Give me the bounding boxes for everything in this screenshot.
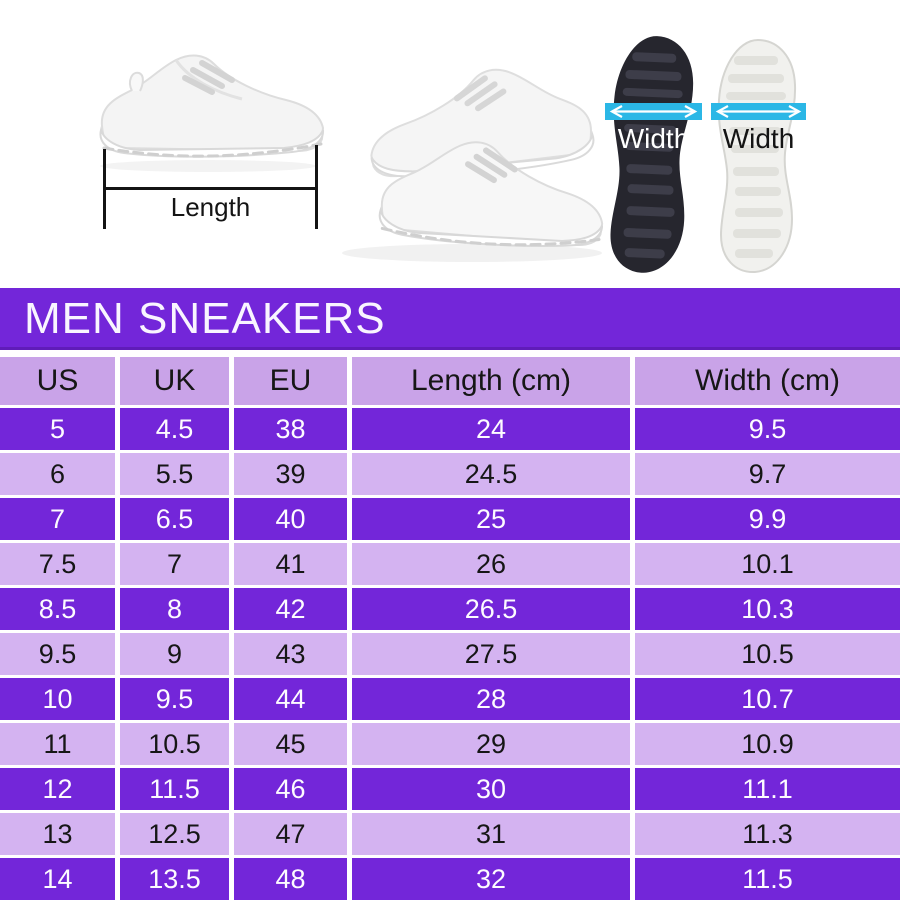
table-cell: 9.9 bbox=[635, 498, 900, 540]
table-cell: 11 bbox=[0, 723, 115, 765]
table-cell: 11.5 bbox=[120, 768, 229, 810]
table-cell: 7 bbox=[120, 543, 229, 585]
page-title: MEN SNEAKERS bbox=[24, 294, 386, 343]
table-cell: 11.1 bbox=[635, 768, 900, 810]
table-cell: 10.5 bbox=[120, 723, 229, 765]
table-cell: 30 bbox=[352, 768, 630, 810]
table-cell: 6.5 bbox=[120, 498, 229, 540]
table-cell: 11.3 bbox=[635, 813, 900, 855]
table-cell: 27.5 bbox=[352, 633, 630, 675]
table-cell: 10.1 bbox=[635, 543, 900, 585]
width-label-white-sole: Width bbox=[722, 123, 795, 154]
table-cell: 39 bbox=[234, 453, 347, 495]
table-cell: 10.9 bbox=[635, 723, 900, 765]
table-cell: 47 bbox=[234, 813, 347, 855]
table-cell: 8 bbox=[120, 588, 229, 630]
table-cell: 26.5 bbox=[352, 588, 630, 630]
table-cell: 46 bbox=[234, 768, 347, 810]
table-cell: 28 bbox=[352, 678, 630, 720]
table-cell: 45 bbox=[234, 723, 347, 765]
table-cell: 6 bbox=[0, 453, 115, 495]
table-cell: 32 bbox=[352, 858, 630, 900]
black-sole-photo bbox=[610, 36, 694, 273]
table-cell: 42 bbox=[234, 588, 347, 630]
table-cell: 5 bbox=[0, 408, 115, 450]
table-cell: 26 bbox=[352, 543, 630, 585]
table-cell: 25 bbox=[352, 498, 630, 540]
measurement-diagram: Length bbox=[0, 0, 900, 288]
table-cell: 43 bbox=[234, 633, 347, 675]
table-cell: 38 bbox=[234, 408, 347, 450]
white-sole-photo bbox=[717, 38, 797, 274]
table-cell: 10.7 bbox=[635, 678, 900, 720]
width-label-black-sole: Width bbox=[617, 123, 690, 154]
table-cell: 12 bbox=[0, 768, 115, 810]
table-cell: 9.7 bbox=[635, 453, 900, 495]
table-cell: 12.5 bbox=[120, 813, 229, 855]
table-cell: 29 bbox=[352, 723, 630, 765]
table-cell: 41 bbox=[234, 543, 347, 585]
table-cell: 8.5 bbox=[0, 588, 115, 630]
table-cell: 13 bbox=[0, 813, 115, 855]
table-cell: 31 bbox=[352, 813, 630, 855]
sneaker-pair-photo bbox=[342, 68, 604, 262]
table-cell: 44 bbox=[234, 678, 347, 720]
table-cell: 11.5 bbox=[635, 858, 900, 900]
table-cell: 24.5 bbox=[352, 453, 630, 495]
length-label: Length bbox=[170, 192, 251, 222]
table-cell: 7.5 bbox=[0, 543, 115, 585]
column-header-uk: UK bbox=[120, 357, 229, 405]
table-cell: 4.5 bbox=[120, 408, 229, 450]
table-cell: 24 bbox=[352, 408, 630, 450]
table-title-banner: MEN SNEAKERS bbox=[0, 288, 900, 350]
table-cell: 9.5 bbox=[0, 633, 115, 675]
table-cell: 9 bbox=[120, 633, 229, 675]
column-header-eu: EU bbox=[234, 357, 347, 405]
width-arrow-black-sole bbox=[605, 103, 702, 120]
width-arrow-white-sole bbox=[711, 103, 806, 120]
table-cell: 5.5 bbox=[120, 453, 229, 495]
size-table: US UK EU Length (cm) Width (cm) 5 4.5 38 24… bbox=[0, 357, 900, 900]
sneaker-side-photo bbox=[99, 54, 325, 172]
length-bracket-horizontal-line bbox=[103, 187, 318, 190]
column-header-length-cm: Length (cm) bbox=[352, 357, 630, 405]
table-cell: 13.5 bbox=[120, 858, 229, 900]
table-cell: 14 bbox=[0, 858, 115, 900]
table-cell: 10 bbox=[0, 678, 115, 720]
table-cell: 9.5 bbox=[120, 678, 229, 720]
double-arrow-icon bbox=[715, 105, 802, 118]
table-cell: 7 bbox=[0, 498, 115, 540]
table-cell: 40 bbox=[234, 498, 347, 540]
column-header-width-cm: Width (cm) bbox=[635, 357, 900, 405]
column-header-us: US bbox=[0, 357, 115, 405]
double-arrow-icon bbox=[609, 105, 698, 118]
table-cell: 10.3 bbox=[635, 588, 900, 630]
table-cell: 10.5 bbox=[635, 633, 900, 675]
table-cell: 9.5 bbox=[635, 408, 900, 450]
table-cell: 48 bbox=[234, 858, 347, 900]
